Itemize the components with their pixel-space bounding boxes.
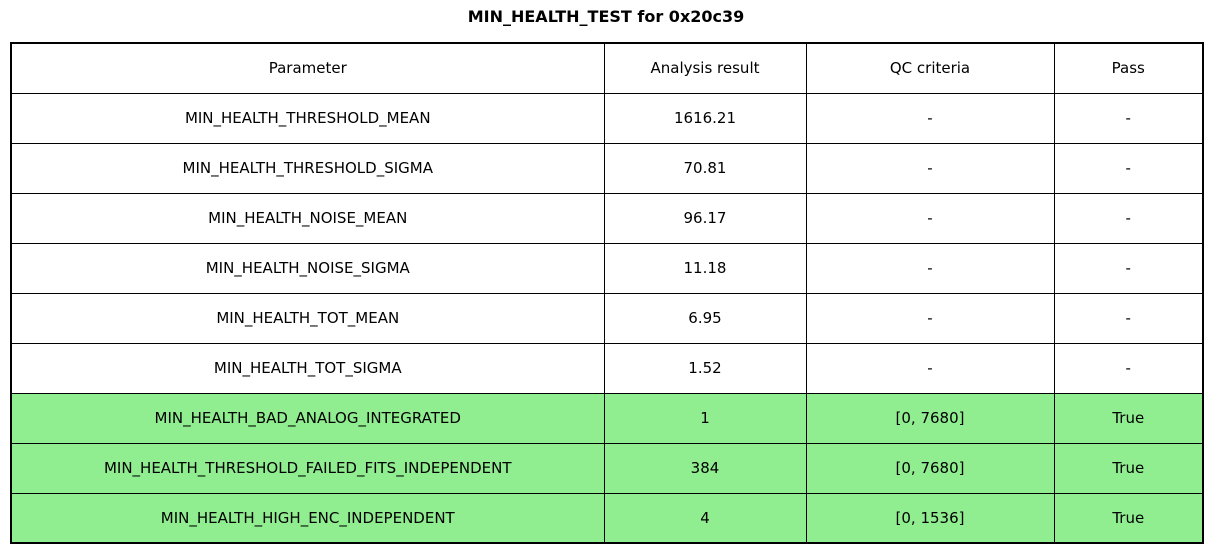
table-cell: - xyxy=(1053,342,1204,394)
table-cell: MIN_HEALTH_TOT_SIGMA xyxy=(10,342,605,394)
table-cell: 1.52 xyxy=(603,342,807,394)
table-cell: 6.95 xyxy=(603,292,807,344)
table-cell: [0, 7680] xyxy=(805,442,1055,494)
table-cell: - xyxy=(805,192,1055,244)
table-cell: MIN_HEALTH_THRESHOLD_SIGMA xyxy=(10,142,605,194)
table-cell: - xyxy=(805,242,1055,294)
table-cell: MIN_HEALTH_THRESHOLD_MEAN xyxy=(10,92,605,144)
table-cell: - xyxy=(805,342,1055,394)
table-cell: [0, 7680] xyxy=(805,392,1055,444)
table-row: MIN_HEALTH_NOISE_MEAN 96.17- - xyxy=(10,192,1204,244)
page-title: MIN_HEALTH_TEST for 0x20c39 xyxy=(467,7,745,26)
table-cell: 11.18 xyxy=(603,242,807,294)
table-cell: [0, 1536] xyxy=(805,492,1055,544)
table-cell: True xyxy=(1053,392,1204,444)
table-row: MIN_HEALTH_THRESHOLD_SIGMA 70.81- - xyxy=(10,142,1204,194)
table-row: MIN_HEALTH_THRESHOLD_FAILED_FITS_INDEPEN… xyxy=(10,442,1204,494)
table-cell: 384 xyxy=(603,442,807,494)
header-row: Parameter Analysis result QC criteria Pass xyxy=(10,42,1204,94)
table-cell: - xyxy=(1053,292,1204,344)
table-cell: - xyxy=(1053,242,1204,294)
table-cell: 1 xyxy=(603,392,807,444)
table-cell: True xyxy=(1053,492,1204,544)
table-cell: - xyxy=(805,92,1055,144)
table-cell: MIN_HEALTH_NOISE_SIGMA xyxy=(10,242,605,294)
table-row: MIN_HEALTH_THRESHOLD_MEAN 1616.21- - xyxy=(10,92,1204,144)
table-row: MIN_HEALTH_NOISE_SIGMA 11.18- - xyxy=(10,242,1204,294)
table-cell: MIN_HEALTH_THRESHOLD_FAILED_FITS_INDEPEN… xyxy=(10,442,605,494)
table-body: MIN_HEALTH_THRESHOLD_MEAN 1616.21- - MIN_HE… xyxy=(10,92,1204,544)
table-cell: MIN_HEALTH_TOT_MEAN xyxy=(10,292,605,344)
table-cell: - xyxy=(805,292,1055,344)
table-cell: 70.81 xyxy=(603,142,807,194)
table-cell: MIN_HEALTH_NOISE_MEAN xyxy=(10,192,605,244)
header-cell-parameter: Parameter xyxy=(10,42,605,94)
table-cell: - xyxy=(1053,142,1204,194)
table-row: MIN_HEALTH_HIGH_ENC_INDEPENDENT 4 [0, 1536… xyxy=(10,492,1204,544)
table-cell: MIN_HEALTH_BAD_ANALOG_INTEGRATED xyxy=(10,392,605,444)
table-cell: 1616.21 xyxy=(603,92,807,144)
table-cell: 4 xyxy=(603,492,807,544)
table-cell: - xyxy=(1053,192,1204,244)
header-cell-analysis-result: Analysis result xyxy=(603,42,807,94)
qc-results-table: Parameter Analysis result QC criteria Pass … xyxy=(10,42,1204,544)
table-row: MIN_HEALTH_TOT_SIGMA 1.52- - xyxy=(10,342,1204,394)
table-cell: - xyxy=(805,142,1055,194)
table-cell: 96.17 xyxy=(603,192,807,244)
table-cell: MIN_HEALTH_HIGH_ENC_INDEPENDENT xyxy=(10,492,605,544)
table-row: MIN_HEALTH_TOT_MEAN 6.95- - xyxy=(10,292,1204,344)
table-cell: True xyxy=(1053,442,1204,494)
table-cell: - xyxy=(1053,92,1204,144)
header-cell-qc-criteria: QC criteria xyxy=(805,42,1055,94)
header-cell-pass: Pass xyxy=(1053,42,1204,94)
table-row: MIN_HEALTH_BAD_ANALOG_INTEGRATED 1 [0, 768… xyxy=(10,392,1204,444)
